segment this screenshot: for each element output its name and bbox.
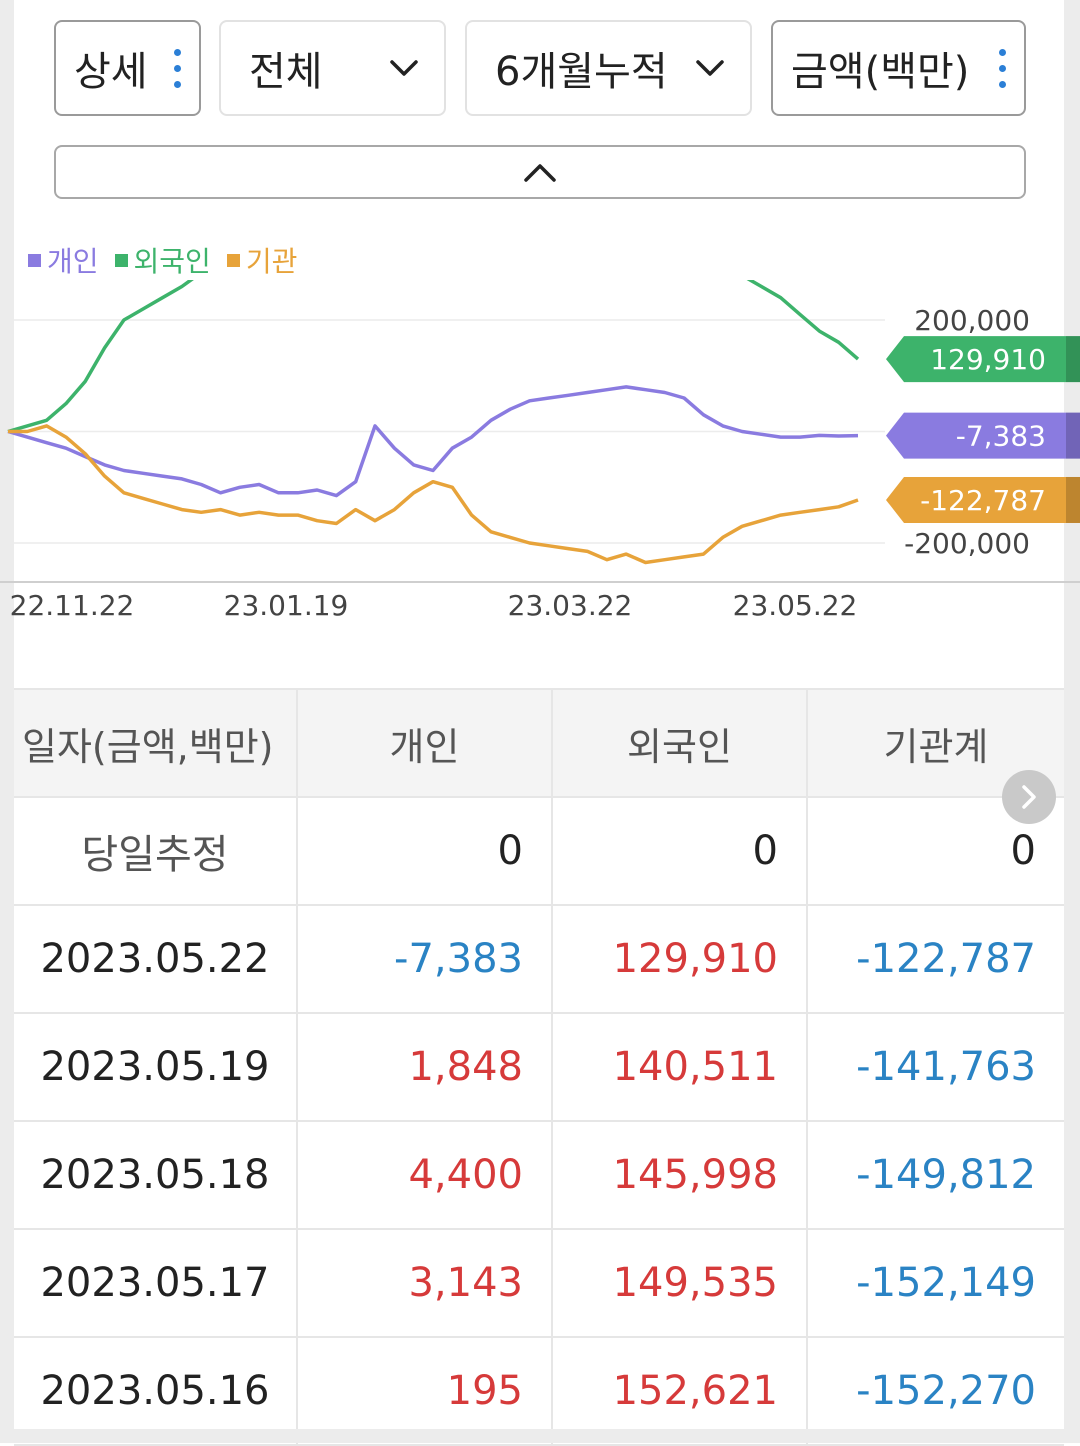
- row-indiv: 1,848: [298, 1014, 553, 1120]
- period-label: 6개월누적: [495, 49, 668, 95]
- investor-table: 일자(금액,백만) 개인 외국인 기관계 당일추정 0 0 0 2023.05.22 -7…: [14, 688, 1064, 1446]
- badge-edge: [1066, 412, 1080, 459]
- row-indiv: 4,400: [298, 1122, 553, 1228]
- row-foreign: 129,910: [553, 906, 808, 1012]
- row-inst: -141,763: [856, 1044, 1036, 1090]
- series-line-1: [7, 385, 859, 498]
- legend-swatch: [226, 253, 240, 267]
- row-date: 2023.05.18: [14, 1122, 298, 1228]
- row-foreign: 145,998: [553, 1122, 808, 1228]
- legend-label: 개인: [47, 245, 99, 278]
- badge-shape: [886, 336, 1080, 383]
- collapse-chart-button[interactable]: [54, 145, 1026, 199]
- detail-menu-button[interactable]: 상세: [54, 20, 201, 116]
- row-inst: -152,270: [856, 1368, 1036, 1414]
- legend-item-indiv[interactable]: 개인: [28, 240, 99, 280]
- row-inst: -152,149: [856, 1260, 1036, 1306]
- table-row[interactable]: 2023.05.19 1,848 140,511 -141,763: [14, 1014, 1064, 1122]
- legend-item-inst[interactable]: 기관: [226, 240, 298, 280]
- scroll-right-button[interactable]: [1002, 770, 1056, 824]
- filter-label: 전체: [249, 49, 323, 95]
- table-header-row: 일자(금액,백만) 개인 외국인 기관계: [14, 688, 1064, 798]
- bottom-bar: [0, 1429, 1080, 1443]
- unit-label: 금액(백만): [791, 49, 970, 95]
- last-value-badge: -122,787: [886, 476, 1080, 523]
- row-date: 2023.05.22: [14, 906, 298, 1012]
- chevron-down-icon: [696, 60, 724, 76]
- table-row[interactable]: 2023.05.17 3,143 149,535 -152,149: [14, 1230, 1064, 1338]
- legend-swatch: [28, 253, 41, 267]
- row-foreign: 140,511: [553, 1014, 808, 1120]
- last-value-badge: 129,910: [886, 336, 1080, 383]
- x-tick-label: 23.05.22: [733, 589, 858, 622]
- left-gutter: [0, 0, 14, 1443]
- x-tick-label: 22.11.22: [10, 589, 135, 622]
- badge-edge: [1066, 476, 1080, 523]
- header-inst: 기관계: [883, 724, 989, 769]
- chart-legend: 개인 외국인 기관: [28, 240, 297, 280]
- last-value-badge: -7,383: [886, 412, 1080, 459]
- badge-label: 129,910: [930, 343, 1046, 376]
- badge-label: -122,787: [920, 484, 1046, 517]
- legend-item-foreign[interactable]: 외국인: [114, 240, 211, 280]
- badge-label: -7,383: [956, 420, 1046, 453]
- row-date: 2023.05.19: [14, 1014, 298, 1120]
- row-date: 2023.05.16: [14, 1338, 298, 1444]
- row-indiv: 3,143: [298, 1230, 553, 1336]
- x-tick-label: 23.01.19: [224, 589, 349, 622]
- table-row[interactable]: 당일추정 0 0 0: [14, 798, 1064, 906]
- table-row[interactable]: 2023.05.22 -7,383 129,910 -122,787: [14, 906, 1064, 1014]
- badge-shape: [886, 412, 1080, 459]
- more-vertical-icon: [174, 48, 181, 88]
- row-indiv: -7,383: [298, 906, 553, 1012]
- badge-edge: [1066, 336, 1080, 383]
- header-date: 일자(금액,백만): [14, 690, 298, 796]
- legend-label: 기관: [245, 245, 298, 278]
- header-indiv: 개인: [298, 690, 553, 796]
- row-indiv: 0: [298, 798, 553, 904]
- y-tick-label: -200,000: [904, 527, 1030, 560]
- y-tick-label: 200,000: [914, 304, 1030, 337]
- unit-menu-button[interactable]: 금액(백만): [771, 20, 1026, 116]
- legend-swatch: [114, 253, 128, 267]
- more-vertical-icon: [999, 48, 1006, 88]
- right-gutter: [1064, 0, 1080, 1443]
- chevron-down-icon: [390, 60, 418, 76]
- row-foreign: 0: [553, 798, 808, 904]
- row-indiv: 195: [298, 1338, 553, 1444]
- row-inst: -122,787: [856, 936, 1036, 982]
- x-tick-label: 23.03.22: [508, 589, 633, 622]
- investor-flow-chart: 200,000 -200,000 129,910 -7,383 -122,787 22…: [0, 280, 1080, 622]
- table-row[interactable]: 2023.05.18 4,400 145,998 -149,812: [14, 1122, 1064, 1230]
- detail-label: 상세: [74, 49, 148, 95]
- series-line-0: [7, 280, 860, 434]
- table-row[interactable]: 2023.05.16 195 152,621 -152,270: [14, 1338, 1064, 1446]
- header-foreign: 외국인: [553, 690, 808, 796]
- chevron-right-icon: [1022, 785, 1036, 809]
- row-date: 당일추정: [14, 798, 298, 904]
- series-line-2: [8, 424, 859, 565]
- filter-select[interactable]: 전체: [219, 20, 446, 116]
- row-foreign: 152,621: [553, 1338, 808, 1444]
- row-date: 2023.05.17: [14, 1230, 298, 1336]
- row-foreign: 149,535: [553, 1230, 808, 1336]
- legend-label: 외국인: [133, 245, 211, 278]
- row-inst: 0: [1010, 828, 1036, 874]
- badge-shape: [886, 476, 1080, 523]
- row-inst: -149,812: [856, 1152, 1036, 1198]
- period-select[interactable]: 6개월누적: [465, 20, 752, 116]
- chevron-up-icon: [524, 164, 556, 182]
